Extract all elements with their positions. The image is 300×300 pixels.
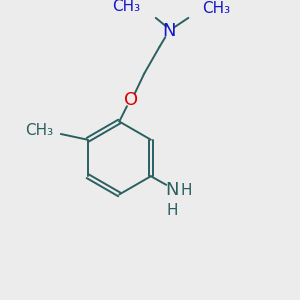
- Text: N: N: [162, 22, 176, 40]
- Text: H: H: [181, 183, 192, 198]
- Text: CH₃: CH₃: [112, 0, 140, 14]
- Text: O: O: [124, 92, 138, 110]
- Text: CH₃: CH₃: [202, 1, 230, 16]
- Text: CH₃: CH₃: [25, 123, 53, 138]
- Text: N: N: [165, 181, 179, 199]
- Text: H: H: [166, 203, 178, 218]
